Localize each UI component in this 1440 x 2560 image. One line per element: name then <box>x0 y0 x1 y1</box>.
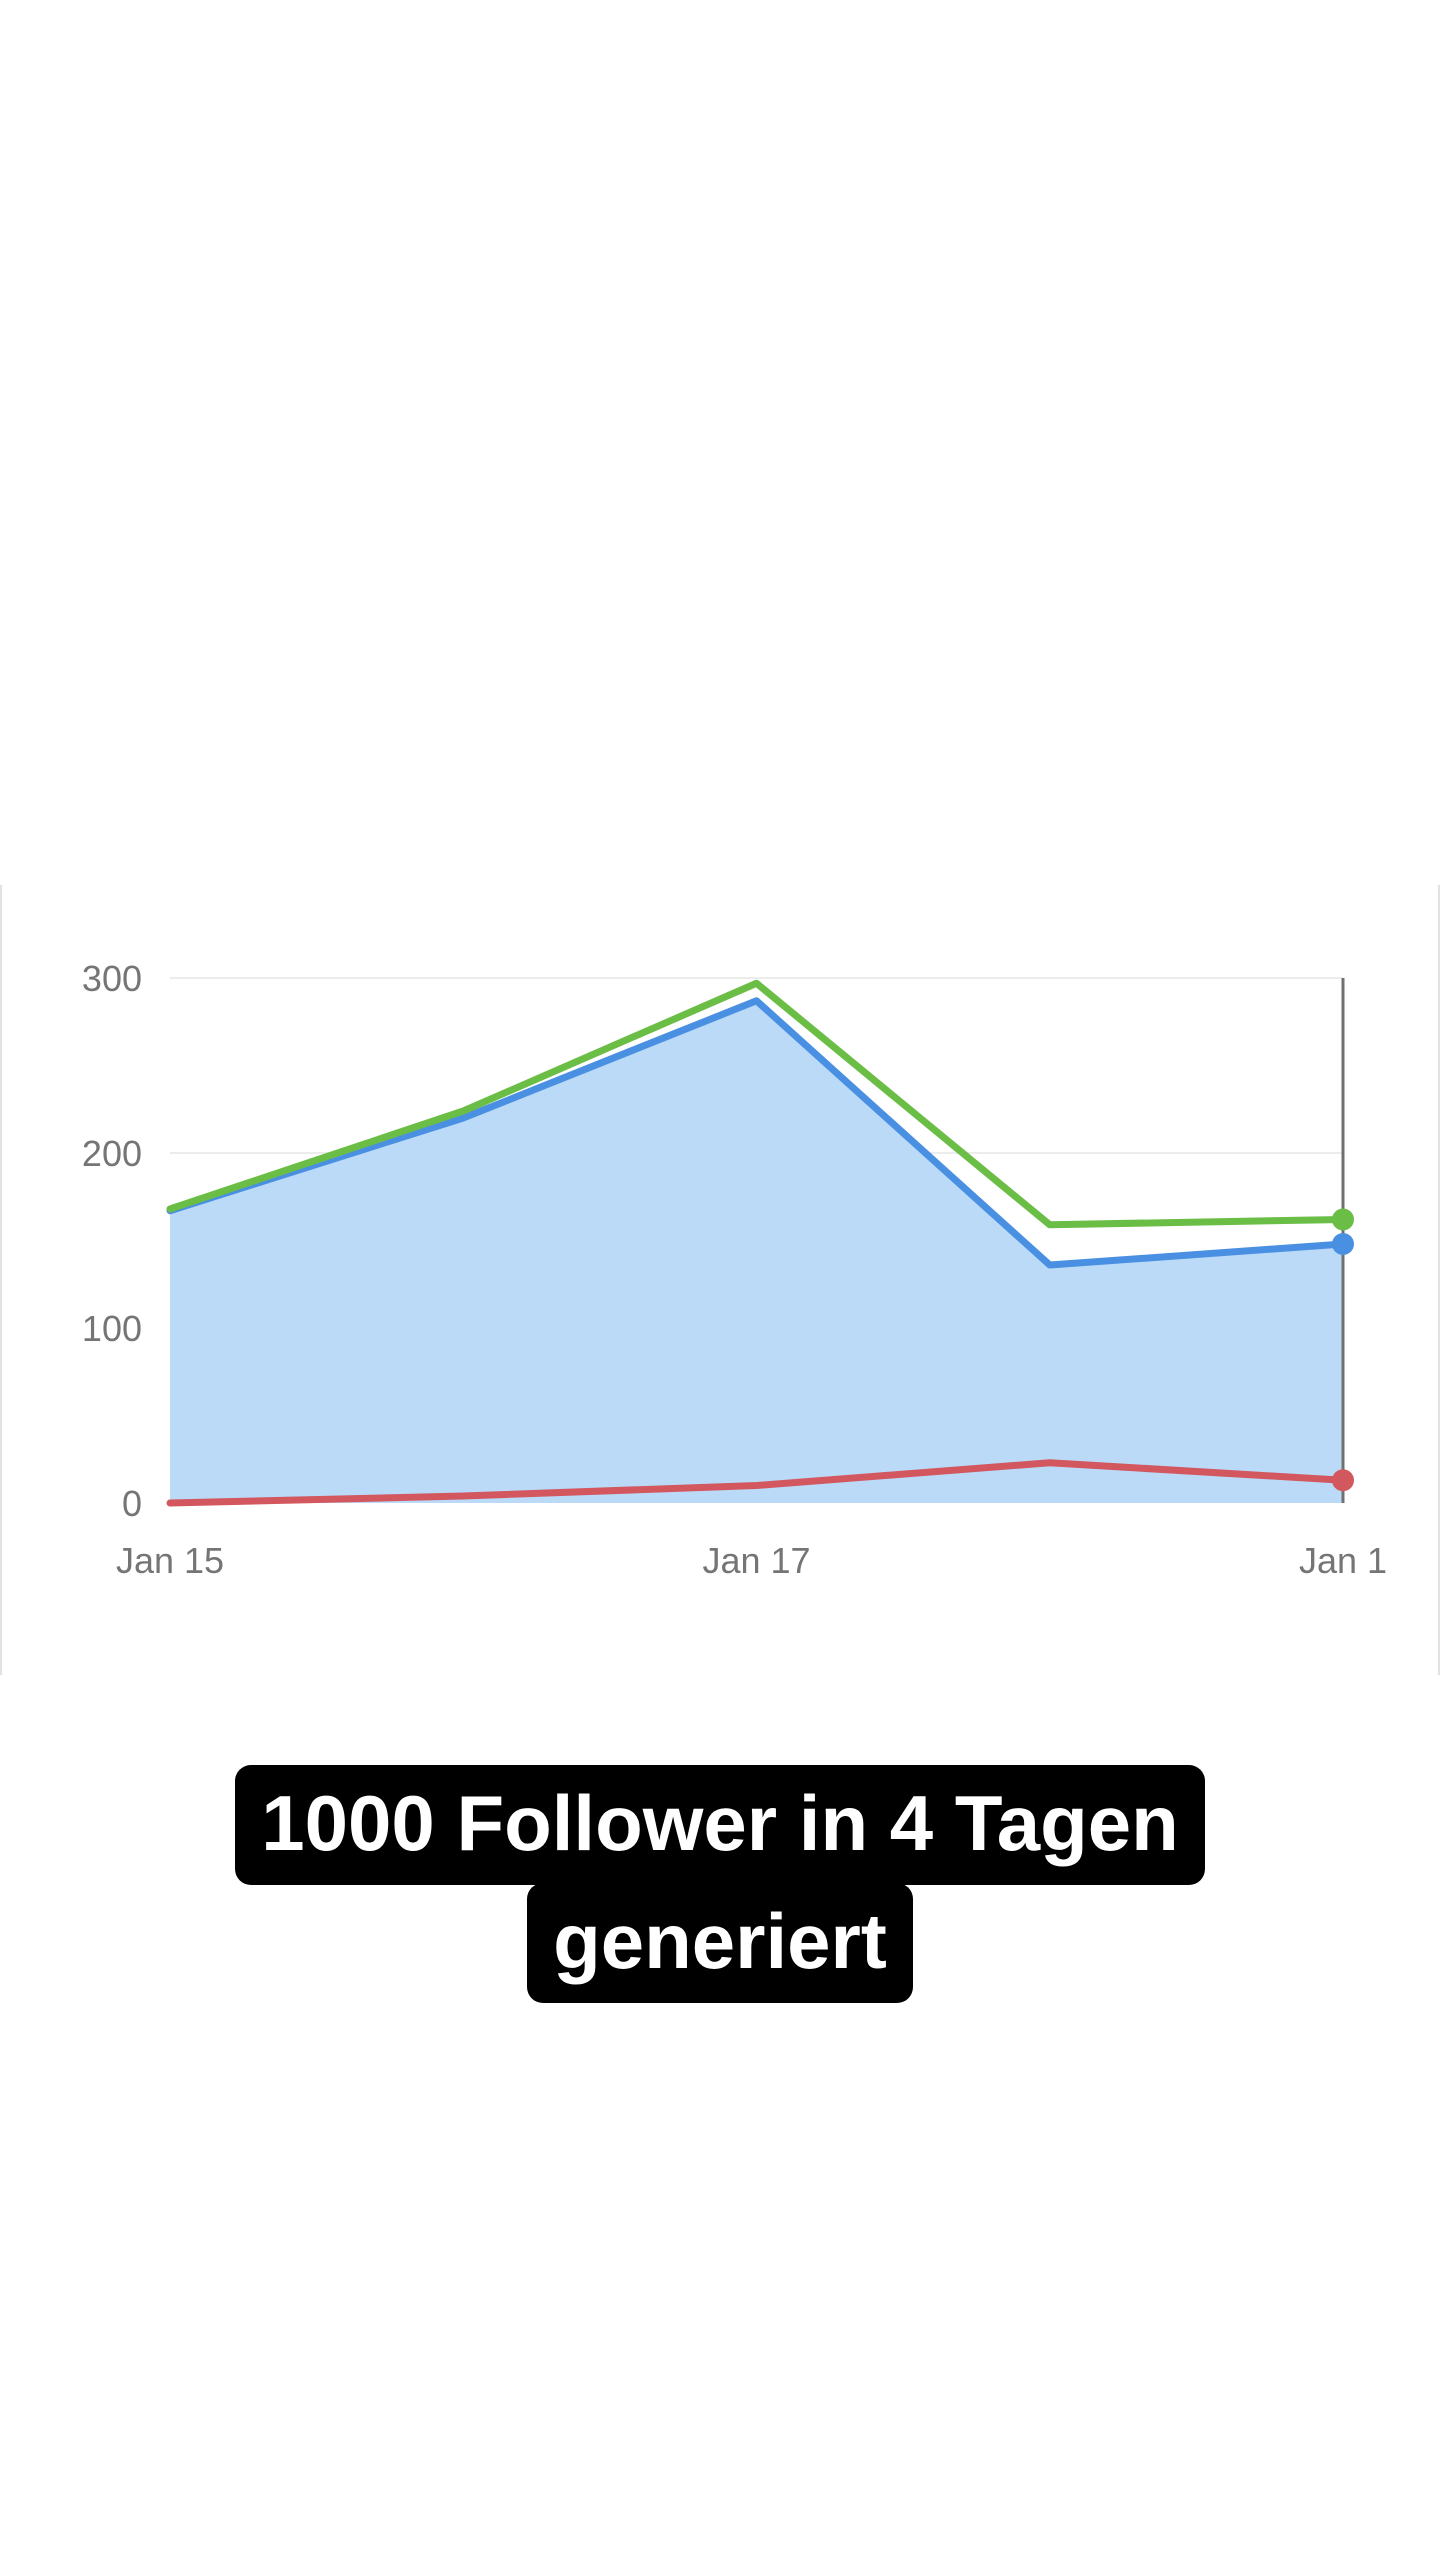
caption-line-2: generiert <box>527 1883 913 2003</box>
y-tick-label: 100 <box>82 1308 142 1349</box>
series-line-green <box>166 979 1347 1229</box>
x-tick-label: Jan 1 <box>1299 1540 1387 1581</box>
series-lines <box>166 979 1347 1507</box>
x-tick-label: Jan 17 <box>702 1540 810 1581</box>
area-fill-layer <box>170 1000 1343 1503</box>
x-tick-label: Jan 15 <box>116 1540 224 1581</box>
y-axis-tick-labels: 0 100 200 300 <box>82 958 142 1524</box>
marker-green <box>1332 1208 1354 1231</box>
area-blue <box>170 1000 1343 1503</box>
series-line-red <box>166 1459 1347 1507</box>
y-tick-label: 200 <box>82 1133 142 1174</box>
hover-markers <box>1332 1208 1354 1492</box>
x-axis-tick-labels: Jan 15 Jan 17 Jan 1 <box>116 1540 1387 1581</box>
caption-overlay: 1000 Follower in 4 Tagen generiert <box>0 1765 1440 2003</box>
caption-line-1: 1000 Follower in 4 Tagen <box>235 1765 1205 1885</box>
marker-blue <box>1332 1233 1354 1255</box>
y-tick-label: 300 <box>82 958 142 999</box>
series-line-blue <box>166 997 1347 1269</box>
chart-panel: 0 100 200 300 Jan 15 Jan 17 Jan 1 <box>0 885 1440 1675</box>
marker-red <box>1332 1469 1354 1492</box>
y-tick-label: 0 <box>122 1483 142 1524</box>
follower-chart: 0 100 200 300 Jan 15 Jan 17 Jan 1 <box>82 958 1387 1581</box>
